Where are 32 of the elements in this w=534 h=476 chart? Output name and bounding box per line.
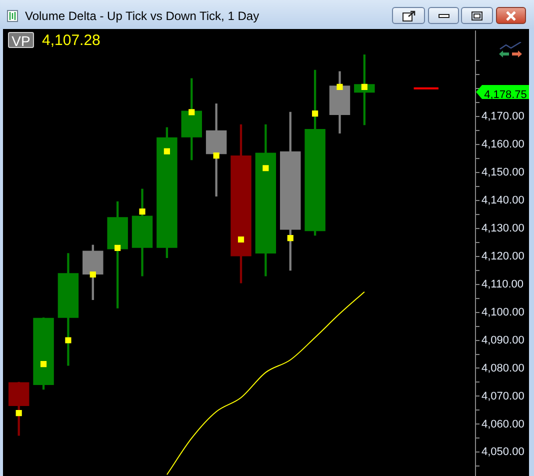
line-series: [166, 291, 365, 476]
point: [312, 110, 318, 117]
y-tick-label: 4,100.00: [482, 306, 524, 318]
chart-title: Volume Delta - Up Tick vs Down Tick, 1 Day: [25, 9, 260, 23]
y-tick-label: 4,160.00: [482, 138, 524, 150]
point: [238, 236, 244, 243]
y-tick-label: 4,130.00: [482, 222, 524, 234]
annotation: 4,107.28: [42, 32, 100, 49]
point: [40, 361, 47, 368]
y-tick-label: 4,050.00: [482, 446, 524, 458]
y-tick-label: 4,110.00: [482, 278, 524, 290]
point: [188, 109, 195, 116]
y-tick-label: 4,140.00: [482, 194, 524, 206]
point: [16, 410, 22, 416]
y-tick-label: 4,170.00: [482, 110, 524, 122]
y-tick-label: 4,150.00: [482, 166, 524, 178]
point: [65, 337, 72, 344]
point: [90, 271, 96, 278]
y-tick-label: 4,080.00: [482, 362, 524, 374]
point: [114, 244, 121, 251]
point: [287, 235, 294, 242]
y-tick-label: 4,070.00: [482, 390, 524, 402]
point: [213, 152, 220, 159]
y-tick-label: 4,120.00: [482, 250, 524, 262]
y-tick-label: 4,060.00: [482, 418, 524, 430]
toggle-button: VP: [8, 32, 34, 48]
annotation: VP: [12, 33, 30, 49]
point: [336, 84, 343, 90]
y-tick-label: 4,090.00: [482, 334, 524, 346]
point: [164, 148, 170, 154]
point: [262, 165, 269, 172]
point: [139, 208, 146, 215]
